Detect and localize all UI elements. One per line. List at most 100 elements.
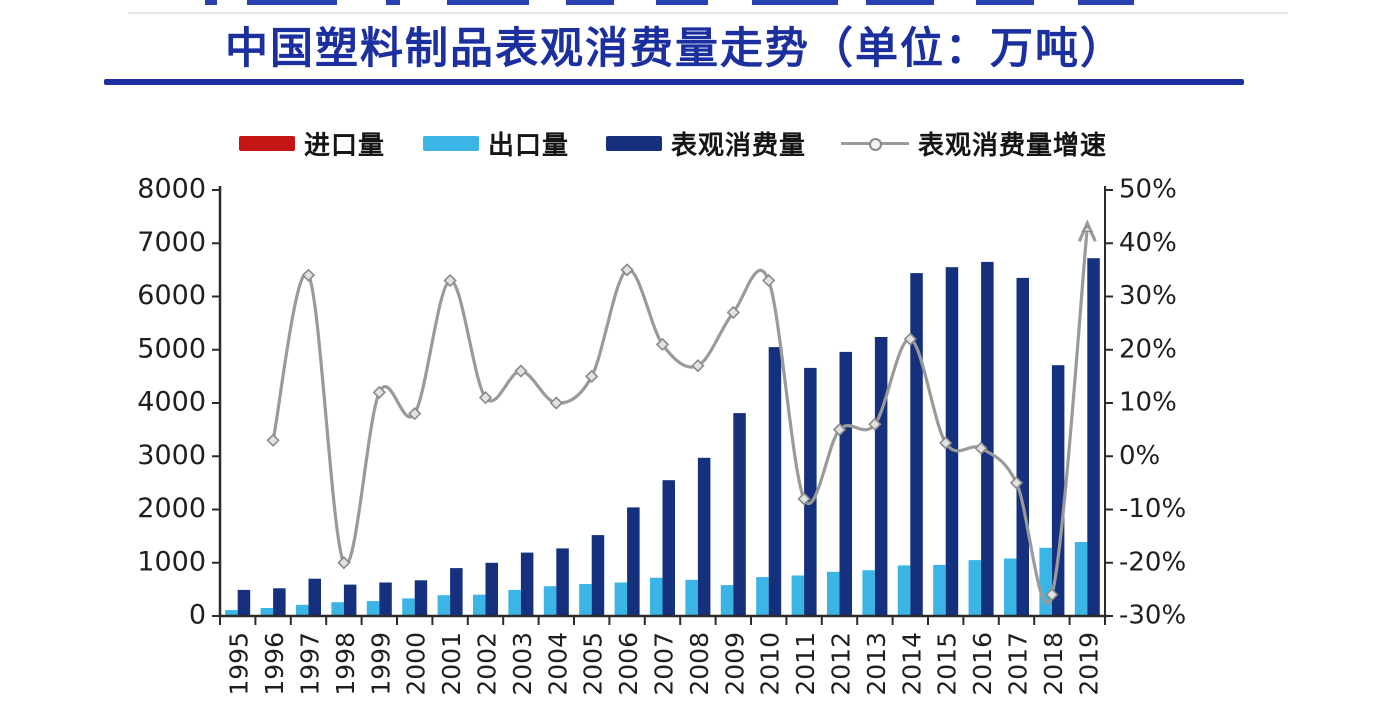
line-marker-diamond — [939, 436, 953, 450]
line-marker-diamond — [266, 433, 280, 447]
x-tick-label: 2012 — [827, 632, 856, 696]
cropped-text-artifact — [1078, 0, 1134, 5]
bar-表观消费量-2015 — [945, 267, 959, 616]
line-marker-diamond — [832, 422, 847, 437]
line-marker-diamond — [1081, 225, 1094, 232]
cropped-text-artifact — [247, 0, 337, 5]
bar-出口量-2003 — [508, 589, 521, 616]
legend-label: 表观消费量 — [671, 130, 807, 161]
bar-表观消费量-2019 — [1087, 258, 1100, 616]
bar-表观消费量-2002 — [485, 562, 498, 617]
left-tick-label: 1000 — [137, 546, 206, 577]
left-tick-label: 2000 — [137, 493, 206, 524]
chart-title: 中国塑料制品表观消费量走势（单位：万吨） — [225, 24, 1125, 74]
cropped-text-artifact — [656, 0, 708, 5]
bar-表观消费量-2011 — [804, 367, 817, 616]
x-tick-label: 2001 — [437, 632, 466, 696]
right-tick-label: 20% — [1119, 334, 1177, 364]
line-marker-diamond — [337, 556, 351, 570]
x-tick-label: 2015 — [933, 632, 962, 696]
cropped-text-artifact — [866, 0, 934, 5]
line-marker-diamond — [372, 385, 386, 399]
line-marker-diamond — [408, 407, 422, 421]
left-tick-label: 6000 — [137, 280, 206, 311]
bar-表观消费量-1998 — [343, 584, 357, 616]
growth-line-swatch-icon — [841, 136, 909, 151]
bar-出口量-1999 — [366, 601, 380, 616]
line-marker-diamond — [655, 337, 670, 352]
bar-表观消费量-2013 — [874, 337, 888, 616]
line-marker-diamond — [868, 417, 882, 431]
cropped-text-artifact — [976, 0, 1034, 5]
x-tick-label: 2005 — [579, 632, 608, 696]
legend-item-apparent-consumption: 表观消费量 — [606, 126, 807, 161]
bar-表观消费量-2005 — [591, 535, 605, 616]
bar-表观消费量-2010 — [768, 347, 782, 616]
x-tick-label: 2007 — [650, 632, 679, 696]
legend-label: 出口量 — [488, 130, 570, 161]
right-tick-label: -10% — [1119, 494, 1186, 524]
line-marker-diamond — [301, 268, 316, 282]
legend-label: 表观消费量增速 — [918, 130, 1108, 161]
x-tick-label: 1996 — [260, 632, 289, 696]
line-marker-diamond — [1045, 588, 1059, 602]
x-tick-label: 2006 — [614, 632, 643, 696]
left-tick-label: 3000 — [137, 440, 206, 471]
line-marker-diamond — [974, 441, 988, 455]
bar-出口量-2019 — [1074, 542, 1088, 616]
bar-表观消费量-2018 — [1051, 365, 1065, 616]
bar-出口量-2007 — [650, 577, 663, 616]
bar-出口量-2016 — [968, 560, 982, 616]
right-tick-label: 30% — [1119, 281, 1177, 311]
exports-swatch-icon — [423, 135, 479, 151]
bar-出口量-2014 — [897, 565, 911, 616]
x-tick-label: 1999 — [366, 632, 395, 696]
x-tick-label: 1995 — [225, 632, 254, 696]
line-marker-diamond — [478, 391, 493, 405]
x-tick-label: 2000 — [402, 632, 431, 696]
line-marker-diamond — [585, 369, 599, 384]
legend-item-growth-rate: 表观消费量增速 — [841, 126, 1108, 161]
left-tick-label: 4000 — [137, 387, 206, 418]
x-tick-label: 2011 — [791, 632, 820, 696]
cropped-text-artifact — [566, 0, 614, 5]
bar-出口量-1996 — [260, 608, 274, 616]
bar-出口量-1997 — [296, 604, 309, 616]
line-marker-diamond — [1009, 476, 1024, 490]
line-marker-diamond — [549, 396, 563, 410]
bar-出口量-2017 — [1004, 558, 1017, 616]
line-marker-diamond — [797, 492, 811, 506]
bar-出口量-2005 — [579, 584, 592, 616]
bar-表观消费量-2001 — [450, 568, 463, 616]
x-tick-label: 2019 — [1074, 632, 1103, 696]
x-tick-label: 2014 — [897, 632, 926, 696]
line-marker-diamond — [620, 263, 634, 277]
bar-表观消费量-1997 — [308, 578, 321, 616]
legend-item-exports: 出口量 — [423, 126, 570, 161]
line-marker-diamond — [514, 364, 528, 378]
x-tick-label: 2016 — [968, 632, 997, 696]
cropped-text-artifact — [752, 0, 838, 5]
x-tick-label: 2004 — [543, 632, 572, 696]
bar-表观消费量-2006 — [627, 507, 640, 616]
bar-出口量-2015 — [933, 564, 946, 616]
title-divider — [104, 79, 1244, 85]
bar-出口量-2004 — [543, 586, 557, 616]
cropped-text-artifact — [386, 0, 400, 5]
x-tick-label: 1997 — [296, 632, 325, 696]
right-tick-label: 0% — [1119, 441, 1160, 471]
legend-label: 进口量 — [304, 130, 386, 161]
bar-表观消费量-2014 — [910, 273, 923, 616]
right-tick-label: -20% — [1119, 547, 1186, 577]
left-tick-label: 5000 — [137, 333, 206, 364]
x-tick-label: 2002 — [473, 632, 502, 696]
bar-表观消费量-2016 — [981, 261, 994, 616]
right-tick-label: 40% — [1119, 228, 1177, 258]
legend-item-imports: 进口量 — [239, 126, 386, 161]
bar-表观消费量-1995 — [237, 589, 251, 616]
line-marker-diamond — [762, 273, 776, 288]
line-marker-diamond — [443, 273, 457, 288]
bar-表观消费量-2007 — [662, 480, 675, 616]
left-tick-label: 8000 — [137, 174, 206, 205]
